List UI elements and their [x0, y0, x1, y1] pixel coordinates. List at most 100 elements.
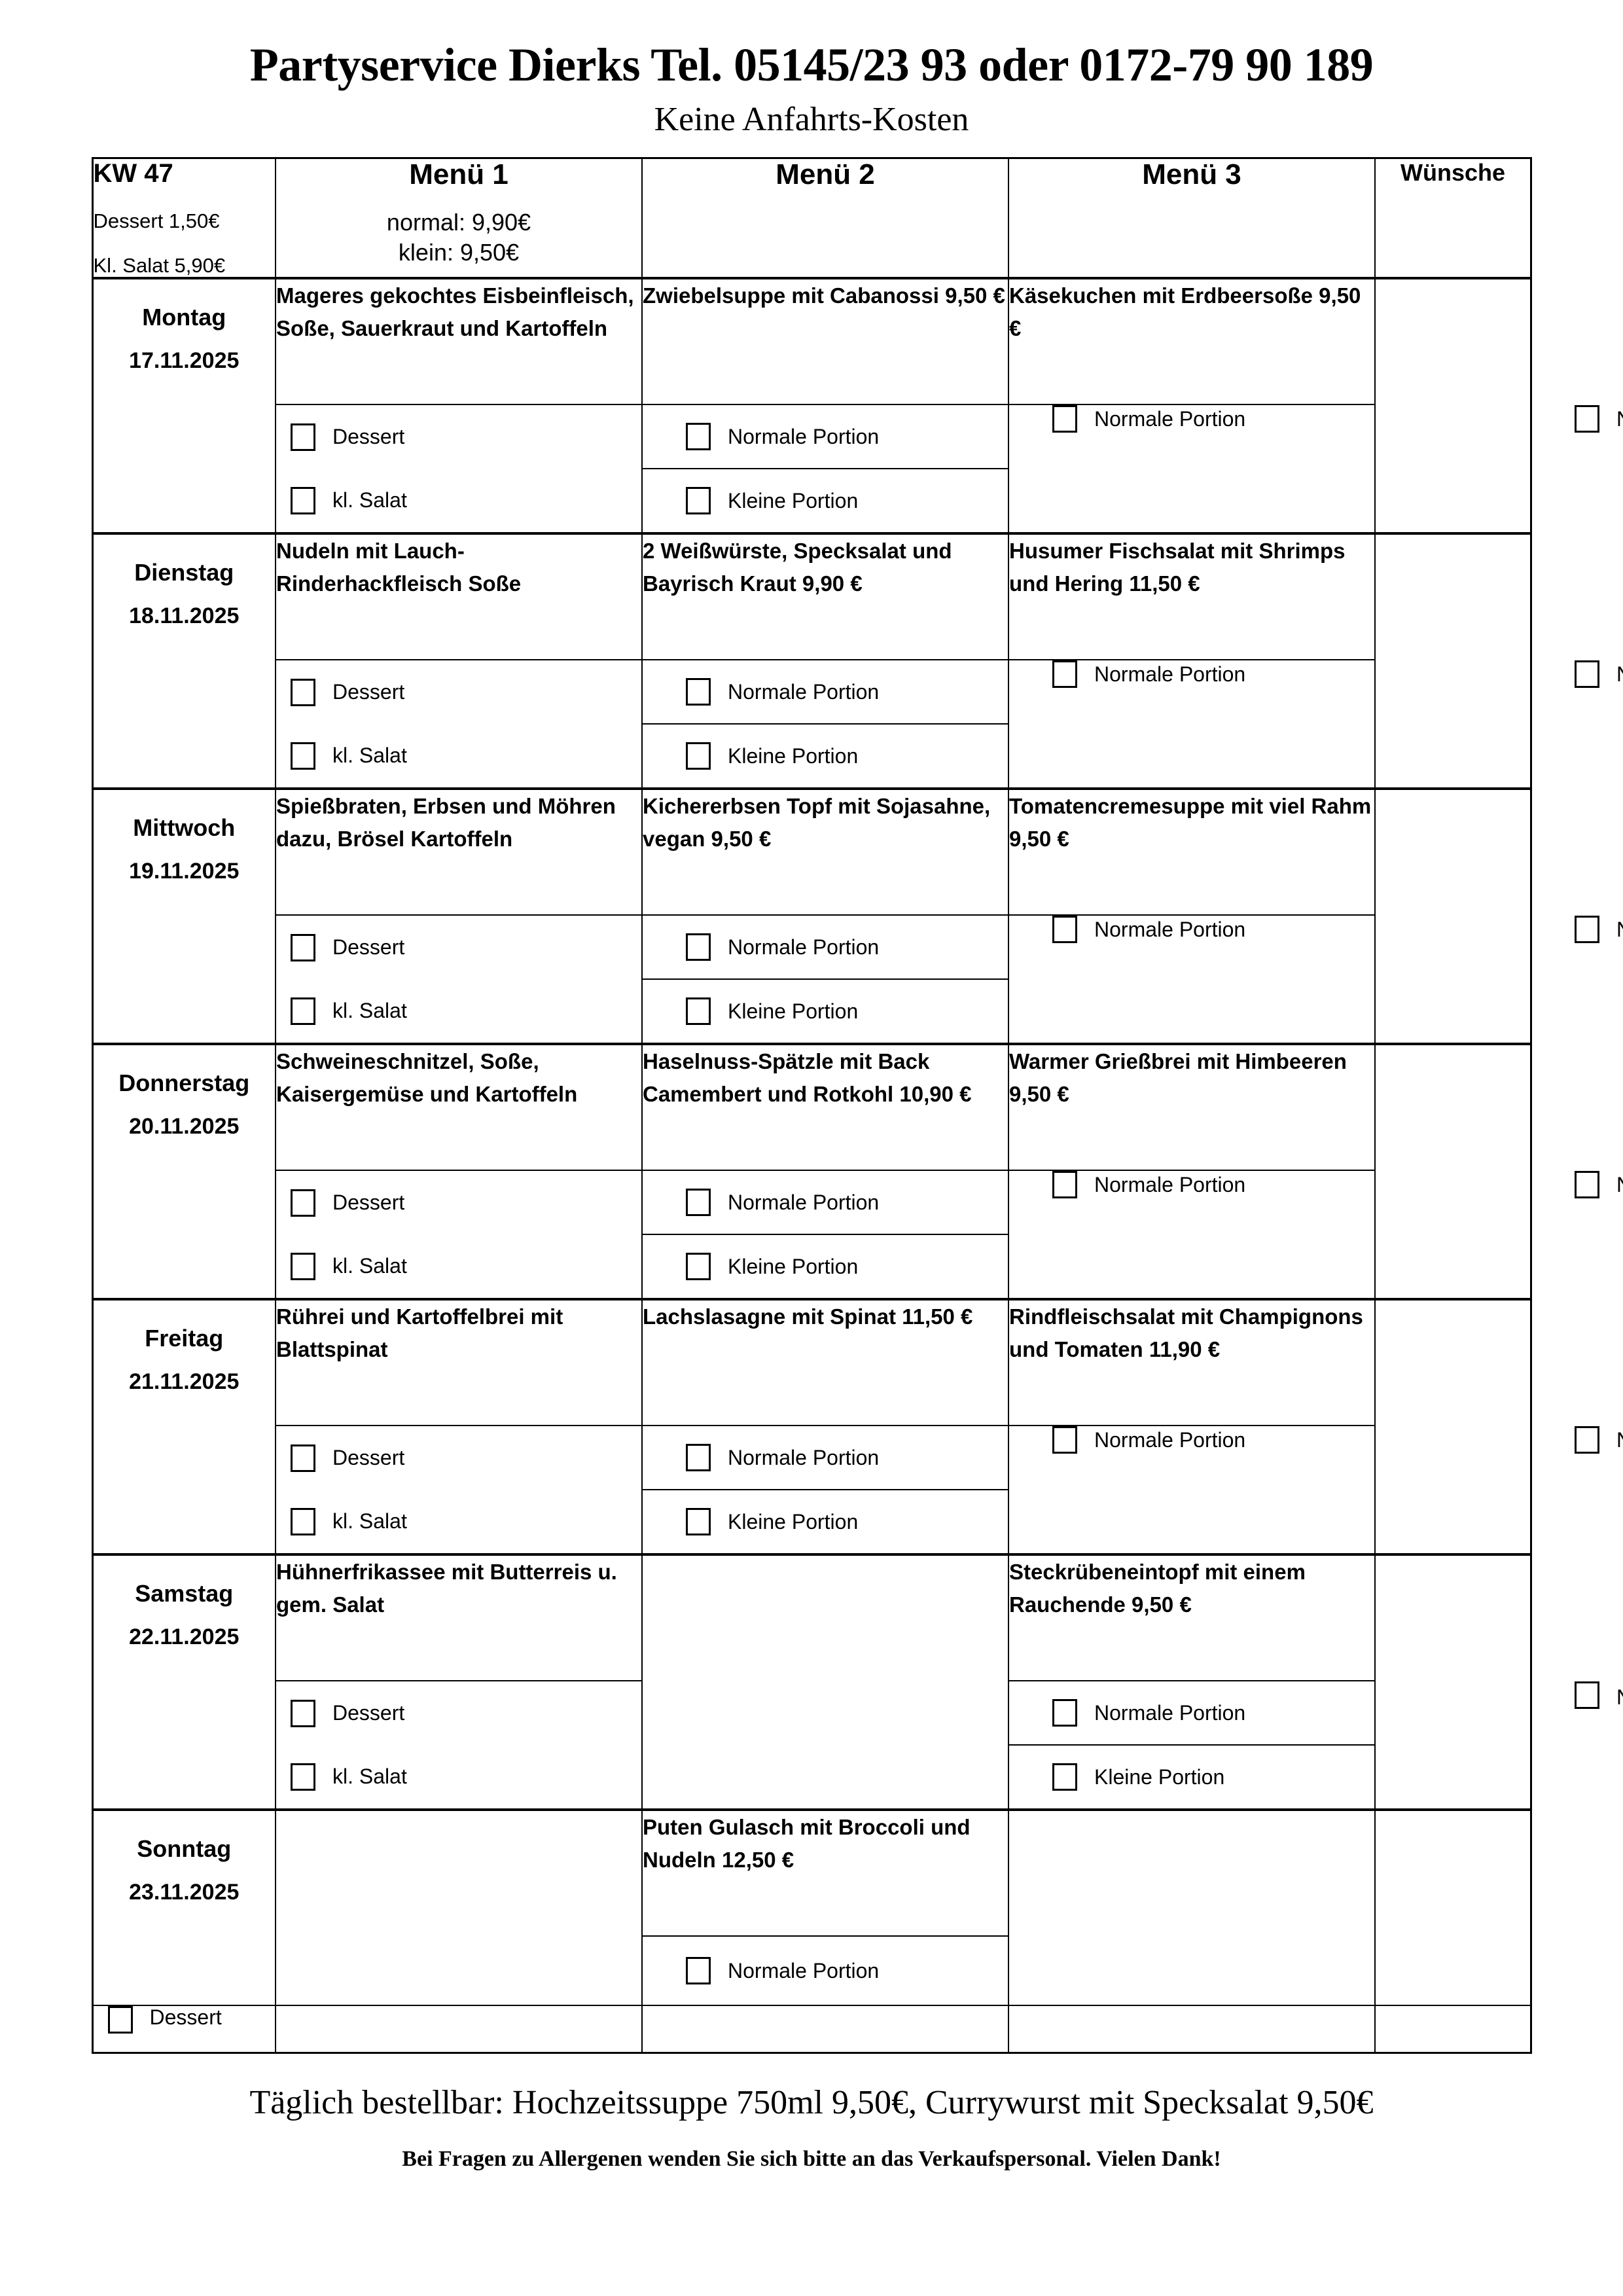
checkbox-normale-portion[interactable] [1575, 1681, 1599, 1710]
option-dessert-mittwoch[interactable]: Dessert [275, 914, 643, 980]
dish-menu3-sonntag [1008, 1808, 1376, 2007]
day-name: Dienstag [134, 559, 234, 586]
option-normal-m2-donnerstag[interactable]: Normale Portion [1008, 1170, 1376, 1300]
checkbox-normale-portion[interactable] [686, 1957, 711, 1985]
option-salat-dienstag[interactable]: kl. Salat [275, 724, 643, 790]
checkbox-kleine-portion[interactable] [1052, 1763, 1077, 1791]
checkbox-normale-portion[interactable] [1575, 1426, 1599, 1454]
checkbox-normale-portion[interactable] [1575, 916, 1599, 944]
checkbox-kl-salat[interactable] [291, 997, 315, 1025]
option-dessert-donnerstag[interactable]: Dessert [275, 1170, 643, 1235]
day-row-montag-dish: Montag 17.11.2025 Mageres gekochtes Eisb… [92, 277, 1531, 535]
checkbox-normale-portion[interactable] [686, 1444, 711, 1472]
option-normal-m1-montag[interactable]: Normale Portion [641, 404, 1009, 470]
day-name: Montag [142, 304, 226, 331]
wishes-cell-sonntag[interactable] [1374, 1808, 1531, 2007]
checkbox-normale-portion[interactable] [686, 1189, 711, 1217]
checkbox-kleine-portion[interactable] [686, 1508, 711, 1536]
dish-menu2-donnerstag: Haselnuss-Spätzle mit Back Camembert und… [641, 1043, 1009, 1172]
option-normal-m2-montag[interactable]: Normale Portion [1008, 404, 1376, 535]
dish-menu1-mittwoch: Spießbraten, Erbsen und Möhren dazu, Brö… [275, 787, 643, 916]
option-dessert-montag[interactable]: Dessert [275, 404, 643, 469]
day-date: 22.11.2025 [129, 1624, 240, 1649]
checkbox-normale-portion[interactable] [1575, 405, 1599, 433]
page-header: Partyservice Dierks Tel. 05145/23 93 ode… [0, 0, 1623, 140]
checkbox-normale-portion[interactable] [1052, 916, 1077, 944]
wishes-cell-mittwoch[interactable] [1374, 787, 1531, 1045]
dish-menu1-donnerstag: Schweineschnitzel, Soße, Kaisergemüse un… [275, 1043, 643, 1172]
option-klein-m1-samstag[interactable]: Kleine Portion [1008, 1744, 1376, 1811]
checkbox-normale-portion[interactable] [1052, 405, 1077, 433]
option-label: Normale Portion [728, 679, 880, 704]
menu1-price-normal: normal: 9,90€ [386, 209, 531, 236]
option-klein-m1-mittwoch[interactable]: Kleine Portion [641, 978, 1009, 1045]
option-salat-samstag[interactable]: kl. Salat [275, 1745, 643, 1811]
checkbox-normale-portion[interactable] [686, 678, 711, 706]
checkbox-normale-portion[interactable] [1052, 1171, 1077, 1199]
kw-label: KW 47 [93, 158, 173, 188]
checkbox-normale-portion[interactable] [1052, 1426, 1077, 1454]
option-dessert-samstag[interactable]: Dessert [275, 1680, 643, 1746]
option-normal-m1-samstag[interactable]: Normale Portion [1008, 1680, 1376, 1746]
dish-menu2-sonntag: Puten Gulasch mit Broccoli und Nudeln 12… [641, 1808, 1009, 1937]
checkbox-dessert[interactable] [291, 678, 315, 706]
checkbox-normale-portion[interactable] [1052, 1699, 1077, 1727]
dish-menu2-mittwoch: Kichererbsen Topf mit Sojasahne, vegan 9… [641, 787, 1009, 916]
checkbox-dessert[interactable] [291, 933, 315, 961]
checkbox-kl-salat[interactable] [291, 742, 315, 770]
checkbox-dessert[interactable] [291, 423, 315, 451]
page-footer: Täglich bestellbar: Hochzeitssuppe 750ml… [0, 2083, 1623, 2172]
option-normal-m2-mittwoch[interactable]: Normale Portion [1008, 914, 1376, 1045]
checkbox-normale-portion[interactable] [1575, 1171, 1599, 1199]
checkbox-dessert[interactable] [291, 1699, 315, 1727]
checkbox-dessert[interactable] [291, 1444, 315, 1472]
checkbox-dessert[interactable] [107, 2006, 133, 2034]
checkbox-kleine-portion[interactable] [686, 997, 711, 1026]
option-klein-m1-freitag[interactable]: Kleine Portion [641, 1489, 1009, 1556]
option-dessert-freitag[interactable]: Dessert [275, 1425, 643, 1490]
option-normal-m1-mittwoch[interactable]: Normale Portion [641, 914, 1009, 980]
wishes-cell-freitag[interactable] [1374, 1298, 1531, 1556]
day-row-mittwoch-dish: Mittwoch 19.11.2025 Spießbraten, Erbsen … [92, 787, 1531, 1045]
option-klein-m1-montag[interactable]: Kleine Portion [641, 468, 1009, 535]
checkbox-normale-portion[interactable] [1052, 660, 1077, 689]
option-salat-freitag[interactable]: kl. Salat [275, 1490, 643, 1556]
checkbox-normale-portion[interactable] [686, 423, 711, 451]
option-klein-m1-donnerstag[interactable]: Kleine Portion [641, 1234, 1009, 1300]
option-dessert-sonntag[interactable]: Dessert [92, 2005, 276, 2054]
checkbox-kl-salat[interactable] [291, 1507, 315, 1535]
checkbox-kleine-portion[interactable] [686, 1253, 711, 1281]
option-salat-mittwoch[interactable]: kl. Salat [275, 979, 643, 1045]
menu1-header: Menü 1 normal: 9,90€ klein: 9,50€ [275, 157, 643, 279]
option-dessert-dienstag[interactable]: Dessert [275, 659, 643, 725]
option-label: Normale Portion [1616, 1173, 1623, 1196]
day-row-dienstag-dish: Dienstag 18.11.2025 Nudeln mit Lauch-Rin… [92, 532, 1531, 790]
checkbox-kl-salat[interactable] [291, 1763, 315, 1791]
day-name: Freitag [145, 1325, 224, 1352]
wishes-cell-montag[interactable] [1374, 277, 1531, 535]
checkbox-kleine-portion[interactable] [686, 742, 711, 770]
wishes-cell-dienstag[interactable] [1374, 532, 1531, 790]
option-normal-m1-freitag[interactable]: Normale Portion [641, 1425, 1009, 1491]
checkbox-kleine-portion[interactable] [686, 487, 711, 515]
option-normal-m1-dienstag[interactable]: Normale Portion [641, 659, 1009, 725]
checkbox-kl-salat[interactable] [291, 486, 315, 514]
option-normal-m2-sonntag[interactable]: Normale Portion [641, 1935, 1009, 2007]
option-klein-m1-dienstag[interactable]: Kleine Portion [641, 723, 1009, 790]
checkbox-kl-salat[interactable] [291, 1252, 315, 1280]
day-cell-dienstag: Dienstag 18.11.2025 [92, 532, 276, 790]
option-salat-donnerstag[interactable]: kl. Salat [275, 1234, 643, 1300]
checkbox-normale-portion[interactable] [1575, 660, 1599, 689]
checkbox-normale-portion[interactable] [686, 933, 711, 961]
spacer-m3-sonntag [1008, 2005, 1376, 2054]
option-label: Normale Portion [1616, 1685, 1623, 1709]
wishes-cell-samstag[interactable] [1374, 1553, 1531, 1811]
option-normal-m2-dienstag[interactable]: Normale Portion [1008, 659, 1376, 790]
day-row-montag-opt1: Dessert Normale Portion Normale Portion … [92, 404, 1623, 535]
option-normal-m2-freitag[interactable]: Normale Portion [1008, 1425, 1376, 1556]
option-salat-montag[interactable]: kl. Salat [275, 469, 643, 535]
option-normal-m1-donnerstag[interactable]: Normale Portion [641, 1170, 1009, 1236]
checkbox-dessert[interactable] [291, 1189, 315, 1217]
day-cell-sonntag: Sonntag 23.11.2025 [92, 1808, 276, 2007]
wishes-cell-donnerstag[interactable] [1374, 1043, 1531, 1300]
